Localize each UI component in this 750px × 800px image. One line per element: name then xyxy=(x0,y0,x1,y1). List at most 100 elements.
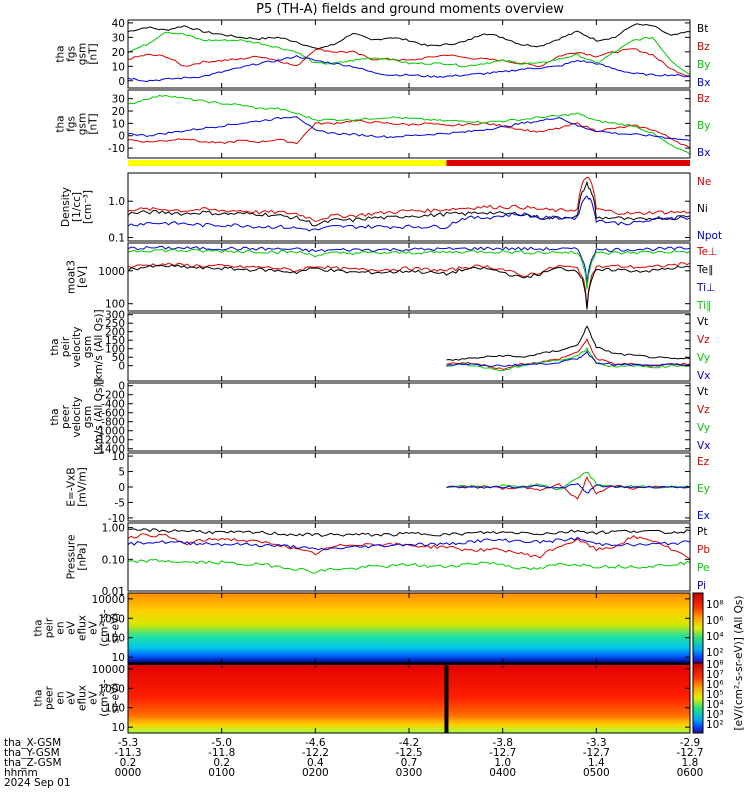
panel-frame xyxy=(127,172,691,242)
legend-label: Ey xyxy=(697,483,710,495)
bottom-date: 2024 Sep 01 xyxy=(4,777,71,789)
ylabel-line: [km/s (All Qs)] xyxy=(93,309,105,384)
legend-label: Bx xyxy=(697,77,710,89)
ytick-label: 10 xyxy=(112,652,125,664)
bottom-row-value: -12.5 xyxy=(395,747,422,759)
bottom-row-label: tha_Y-GSM xyxy=(4,747,60,759)
legend-label: Vz xyxy=(697,334,710,346)
colorbar-label: [eV/(cm²-s-sr-eV)] (All Qs) xyxy=(733,596,745,731)
ytick-label: 1000 xyxy=(98,266,125,278)
legend-label: Vx xyxy=(697,370,710,382)
data-gap-marker xyxy=(444,663,449,733)
ylabel-line: tha xyxy=(33,619,45,636)
bottom-row-label: tha_X-GSM xyxy=(4,737,61,749)
colorbar-tick: 10⁵ xyxy=(706,689,724,701)
panel-6: 0-200-400-600-800-1000-1200-1400 tha peer v… xyxy=(49,379,710,455)
ytick-label: 10000 xyxy=(92,664,125,676)
ylabel-line: velocity xyxy=(71,326,83,367)
bottom-row-value: -2.9 xyxy=(680,737,701,749)
bottom-row-value: -5.3 xyxy=(118,737,139,749)
bottom-row-value: 1.8 xyxy=(682,757,699,769)
ylabel-line: [eV] xyxy=(77,266,89,288)
ytick-label: -400 xyxy=(101,399,125,411)
bottom-row-value: -5.0 xyxy=(211,737,232,749)
bottom-row-value: 0.7 xyxy=(401,757,418,769)
legend-label: Te⊥ xyxy=(696,246,717,258)
ylabel-line: (cm²-s- xyxy=(99,679,111,717)
panel-8: 0.01 0.10 1.00 Pressure [nPa] Pt Pb Pe Pi xyxy=(66,522,710,598)
ylabel-line: [mV/m] xyxy=(77,467,89,506)
legend-label: Bx xyxy=(697,147,710,159)
ytick-label: 0 xyxy=(118,482,125,494)
mode-bar-segment xyxy=(128,160,447,166)
panel-1: 0 10 20 30 40 tha fgs gsm [nT] Bt Bz By Bx xyxy=(55,18,711,89)
ylabel-line: [cm⁻³] xyxy=(82,190,94,224)
series-line-8-1 xyxy=(128,528,691,537)
bottom-row-value: 0200 xyxy=(302,767,329,779)
bottom-row-value: 0100 xyxy=(208,767,235,779)
legend-label: Vz xyxy=(697,404,710,416)
ylabel-line: Pressure xyxy=(66,535,78,580)
series-line-4-3 xyxy=(127,245,691,283)
ytick-label: 20 xyxy=(112,47,125,59)
ylabel-line: [1/cc] xyxy=(71,192,83,222)
colorbar-tick: 10² xyxy=(706,719,724,731)
ylabel-line: gsm xyxy=(77,113,89,135)
ylabel-line: fgs xyxy=(66,116,78,132)
ylabel-line: eflux xyxy=(77,615,89,641)
ytick-label: 10 xyxy=(112,722,125,734)
legend-label: Ez xyxy=(697,456,710,468)
ytick-label: 10000 xyxy=(92,594,125,606)
ytick-label: 100 xyxy=(105,633,125,645)
ylabel-line: (cm²-s- xyxy=(99,609,111,647)
colorbar-tick: 10⁷ xyxy=(706,669,724,681)
series-line-4-1 xyxy=(127,262,691,309)
series-line-2-1 xyxy=(127,119,691,149)
ytick-label: 100 xyxy=(105,299,125,311)
series-line-3-3 xyxy=(127,195,691,232)
ytick-label: 1.0 xyxy=(108,196,125,208)
legend-label: Pt xyxy=(697,526,707,538)
ytick-label: 10 xyxy=(112,118,125,130)
colorbar-tick: 10⁶ xyxy=(706,679,724,691)
legend-label: Ti∥ xyxy=(696,300,711,312)
legend-label: Ne xyxy=(697,176,711,188)
bottom-row-value: -11.8 xyxy=(208,747,235,759)
ytick-label: 20 xyxy=(112,106,125,118)
legend-label: Vt xyxy=(697,386,708,398)
ytick-label: 0 xyxy=(118,381,125,393)
series-line-2-3 xyxy=(127,116,691,142)
series-line-4-2 xyxy=(127,264,691,310)
spectrogram-electron xyxy=(128,663,690,733)
bottom-axis: tha_X-GSM -5.3 -5.0 -4.6 -4.2 -3.8 -3.3 -2.9 tha… xyxy=(4,737,704,789)
plot-title: P5 (TH-A) fields and ground moments over… xyxy=(256,2,564,17)
ylabel-line: eV xyxy=(66,690,78,704)
ylabel-line: [km/s (All Qs)] xyxy=(93,379,105,454)
legend-label: Bz xyxy=(697,41,710,53)
legend-label: Te∥ xyxy=(696,264,713,276)
ylabel-line: peir xyxy=(44,617,56,638)
ytick-label: 0.10 xyxy=(102,554,125,566)
spectrogram-ion xyxy=(128,593,690,663)
bottom-row-value: -4.6 xyxy=(305,737,326,749)
ytick-label: 250 xyxy=(105,318,125,330)
ytick-label: 10 xyxy=(112,61,125,73)
colorbar-tick: 10⁸ xyxy=(706,659,724,671)
series-line-7-3 xyxy=(446,483,691,494)
legend-label: Npot xyxy=(697,230,722,242)
legend-label: Ti⊥ xyxy=(696,282,715,294)
colorbar-electron xyxy=(692,662,704,734)
ytick-label: 200 xyxy=(105,327,125,339)
panel-4: 100 1000 moat3 [eV] Te⊥ Te∥ Ti⊥ Ti∥ xyxy=(66,242,717,312)
panel-7: -10 -5 0 5 10 E=-VxB [mV/m] Ez Ey Ex xyxy=(66,451,710,525)
ylabel-line: moat3 xyxy=(66,260,78,294)
panel-frame xyxy=(127,382,691,452)
bottom-row-value: 0300 xyxy=(396,767,423,779)
bottom-row-value: -12.7 xyxy=(583,747,610,759)
bottom-row-value: 0000 xyxy=(115,767,142,779)
bottom-row-value: 0600 xyxy=(677,767,704,779)
legend-label: By xyxy=(697,120,710,132)
